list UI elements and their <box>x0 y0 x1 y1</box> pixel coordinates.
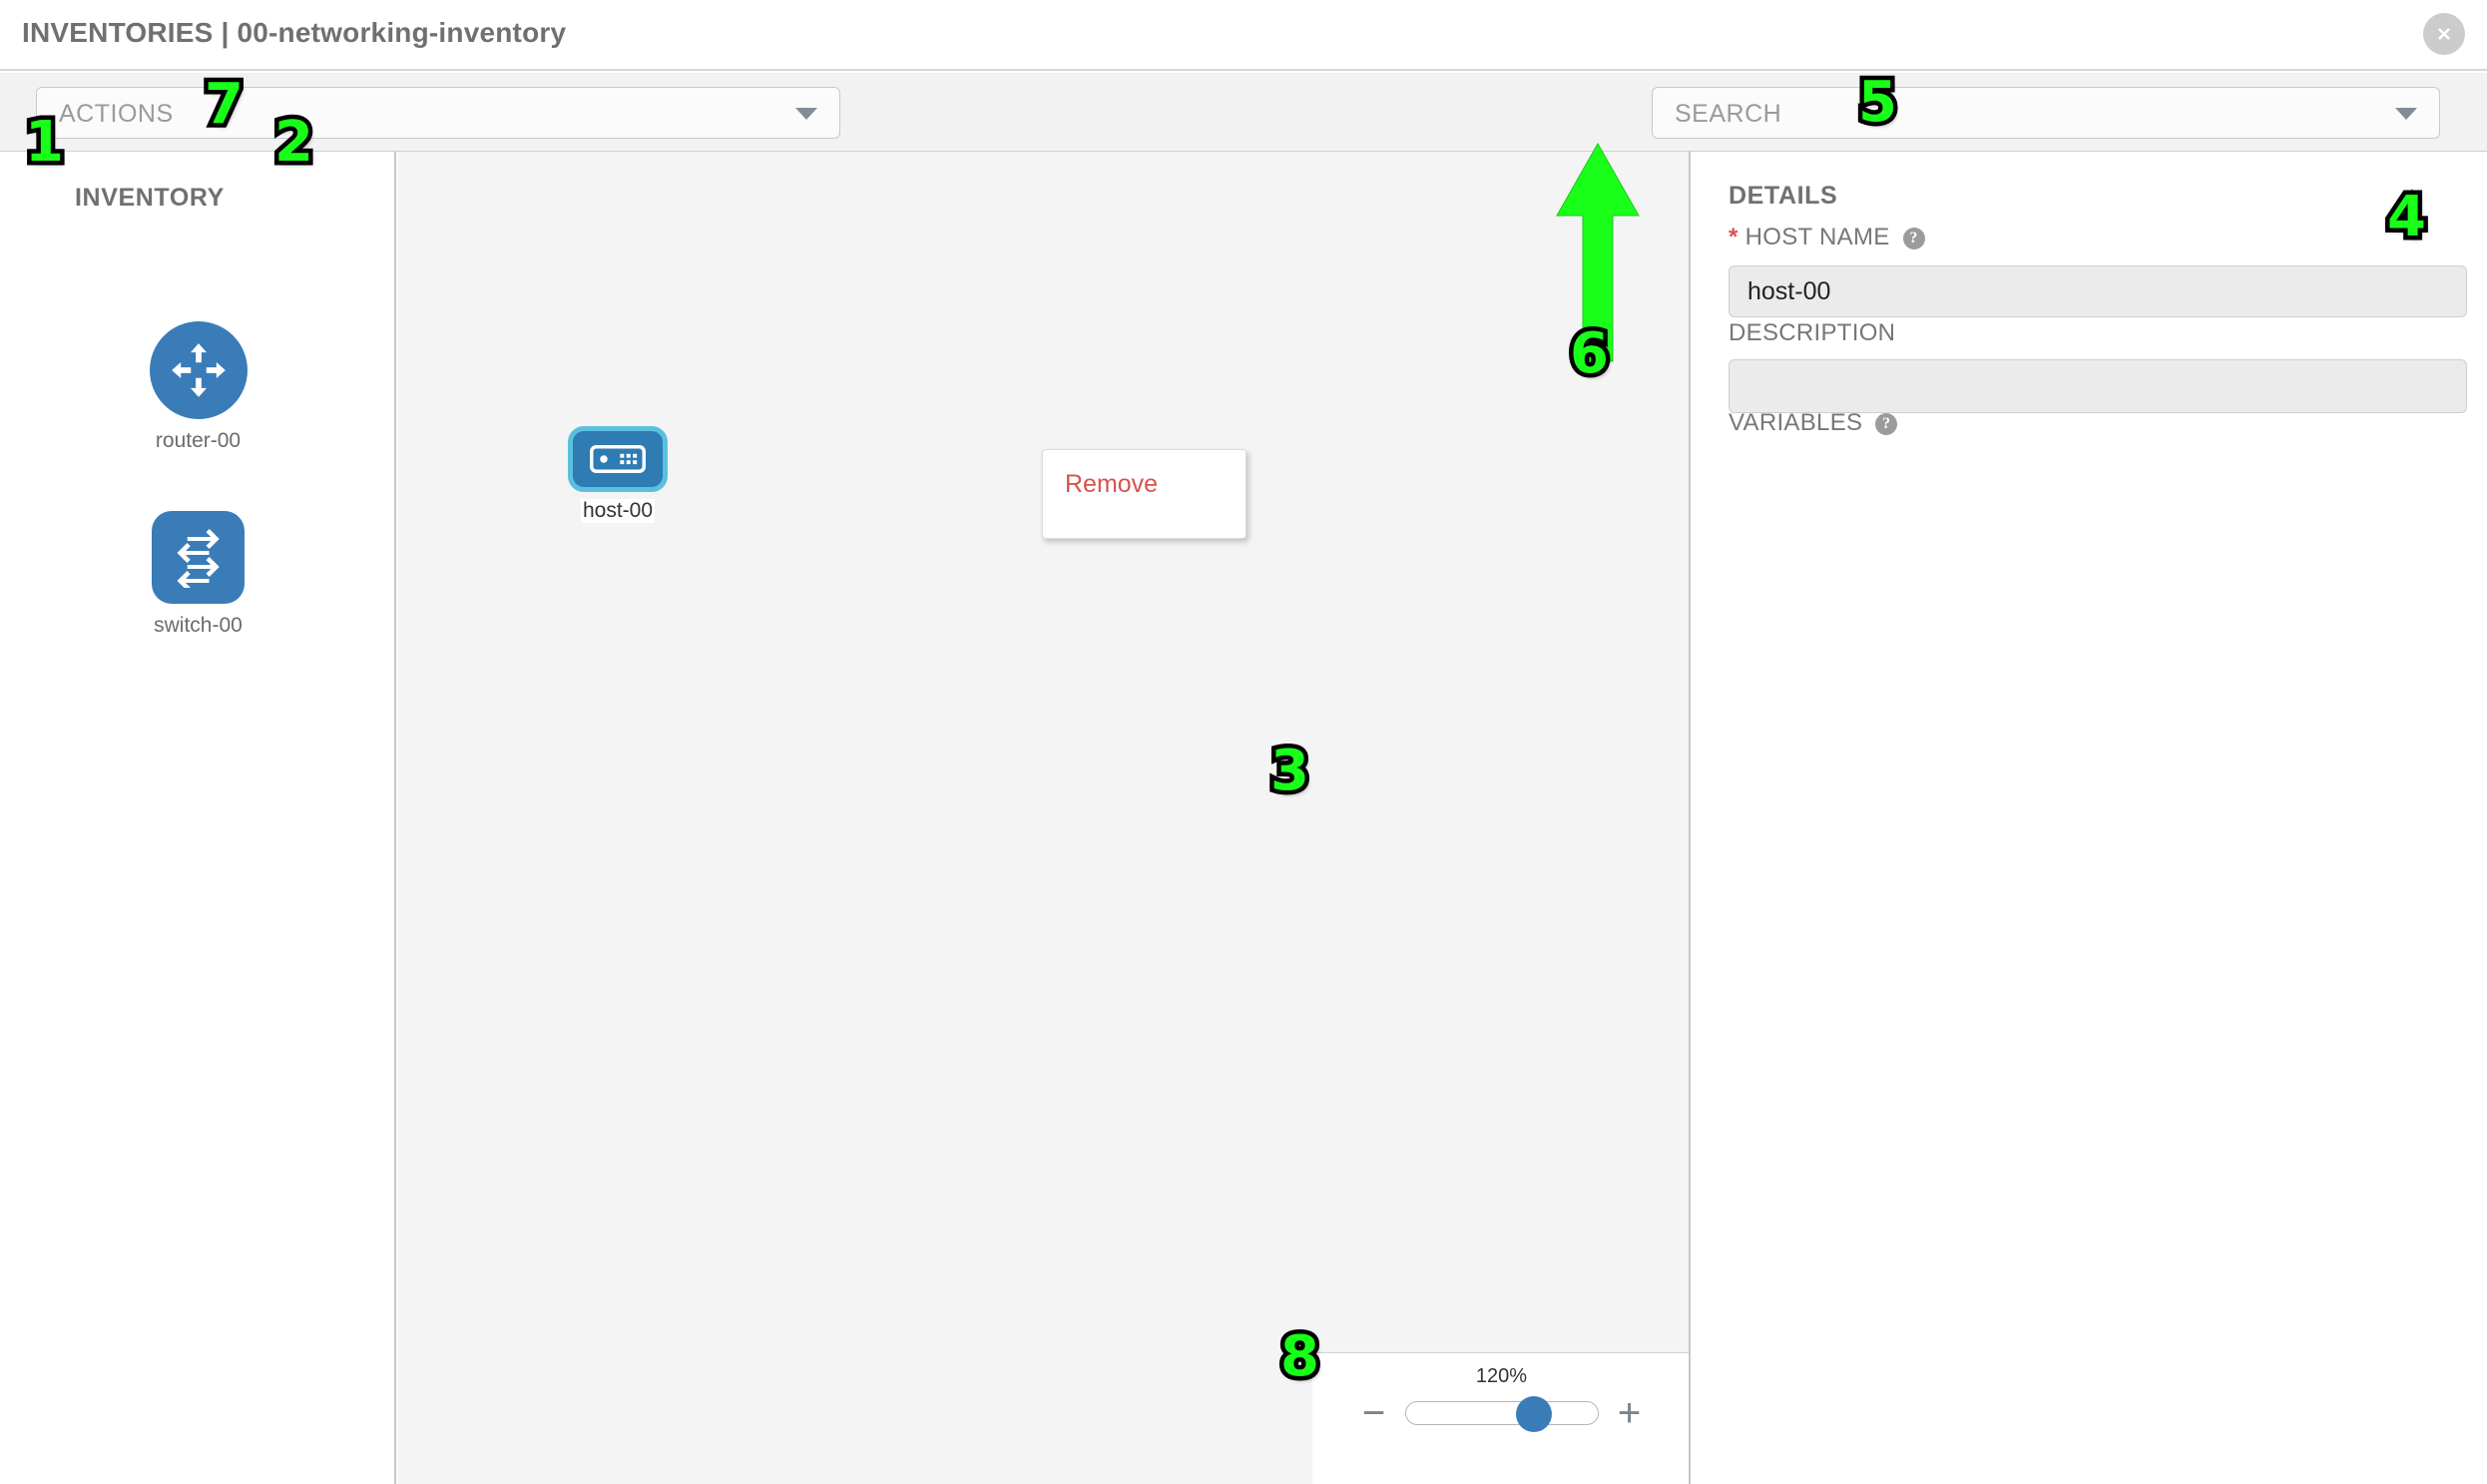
inventory-panel-title: INVENTORY <box>75 184 225 212</box>
toolbar: ACTIONS SEARCH <box>0 73 2487 209</box>
page-title: INVENTORIES | 00-networking-inventory <box>22 17 567 48</box>
router-icon <box>149 321 248 419</box>
chevron-down-icon <box>795 108 817 120</box>
node-context-menu[interactable]: Details Remove <box>1042 449 1246 539</box>
zoom-control-panel: 120% − + <box>1312 1352 1689 1484</box>
inventory-item-switch-00[interactable]: switch-00 <box>0 511 396 638</box>
inventory-item-label: router-00 <box>155 429 242 452</box>
switch-arrows-glyph <box>177 528 220 588</box>
topology-canvas[interactable]: host-00 Details Remove 120% − + <box>398 152 1691 1484</box>
zoom-in-button[interactable]: + <box>1617 1391 1642 1435</box>
search-placeholder: SEARCH <box>1675 100 1782 128</box>
search-input[interactable]: SEARCH <box>1652 87 2440 139</box>
topology-node-label: host-00 <box>580 499 656 523</box>
host-name-label: * HOST NAME ? <box>1729 224 1925 251</box>
variables-label-text: VARIABLES <box>1729 409 1863 436</box>
zoom-level-label: 120% <box>1475 1365 1528 1387</box>
search-chevron-down-icon[interactable] <box>2395 108 2417 120</box>
inventory-item-label: switch-00 <box>154 614 243 637</box>
router-arrows-glyph <box>171 343 226 397</box>
modal-titlebar: INVENTORIES | 00-networking-inventory <box>0 0 2487 71</box>
close-icon[interactable] <box>2423 13 2465 55</box>
details-panel-title: DETAILS <box>1729 182 1838 210</box>
zoom-out-button[interactable]: − <box>1361 1391 1386 1435</box>
context-menu-item-remove[interactable]: Remove <box>1065 470 1159 498</box>
host-name-field[interactable] <box>1729 265 2467 317</box>
server-icon <box>568 426 668 492</box>
actions-dropdown-label: ACTIONS <box>59 100 174 128</box>
zoom-slider-row: − + <box>1312 1391 1689 1435</box>
required-marker: * <box>1729 224 1739 250</box>
inventory-panel: INVENTORY router-00 <box>0 152 396 1484</box>
host-name-label-text: HOST NAME <box>1744 224 1890 250</box>
description-field[interactable] <box>1729 359 2467 413</box>
server-glyph <box>590 445 646 473</box>
variables-label: VARIABLES ? <box>1729 409 1898 437</box>
zoom-slider-track[interactable] <box>1404 1396 1599 1432</box>
zoom-slider-thumb[interactable] <box>1515 1396 1552 1432</box>
actions-dropdown[interactable]: ACTIONS <box>36 87 840 139</box>
close-x-glyph <box>2438 28 2450 40</box>
details-panel: DETAILS * HOST NAME ? DESCRIPTION VARIAB… <box>1693 152 2487 1484</box>
question-mark-icon[interactable]: ? <box>1902 228 1925 249</box>
description-label: DESCRIPTION <box>1729 319 1896 346</box>
topology-node-host-00[interactable]: host-00 <box>568 426 668 523</box>
inventory-item-router-00[interactable]: router-00 <box>0 321 396 453</box>
switch-icon <box>152 511 245 604</box>
question-mark-icon[interactable]: ? <box>1875 413 1898 435</box>
